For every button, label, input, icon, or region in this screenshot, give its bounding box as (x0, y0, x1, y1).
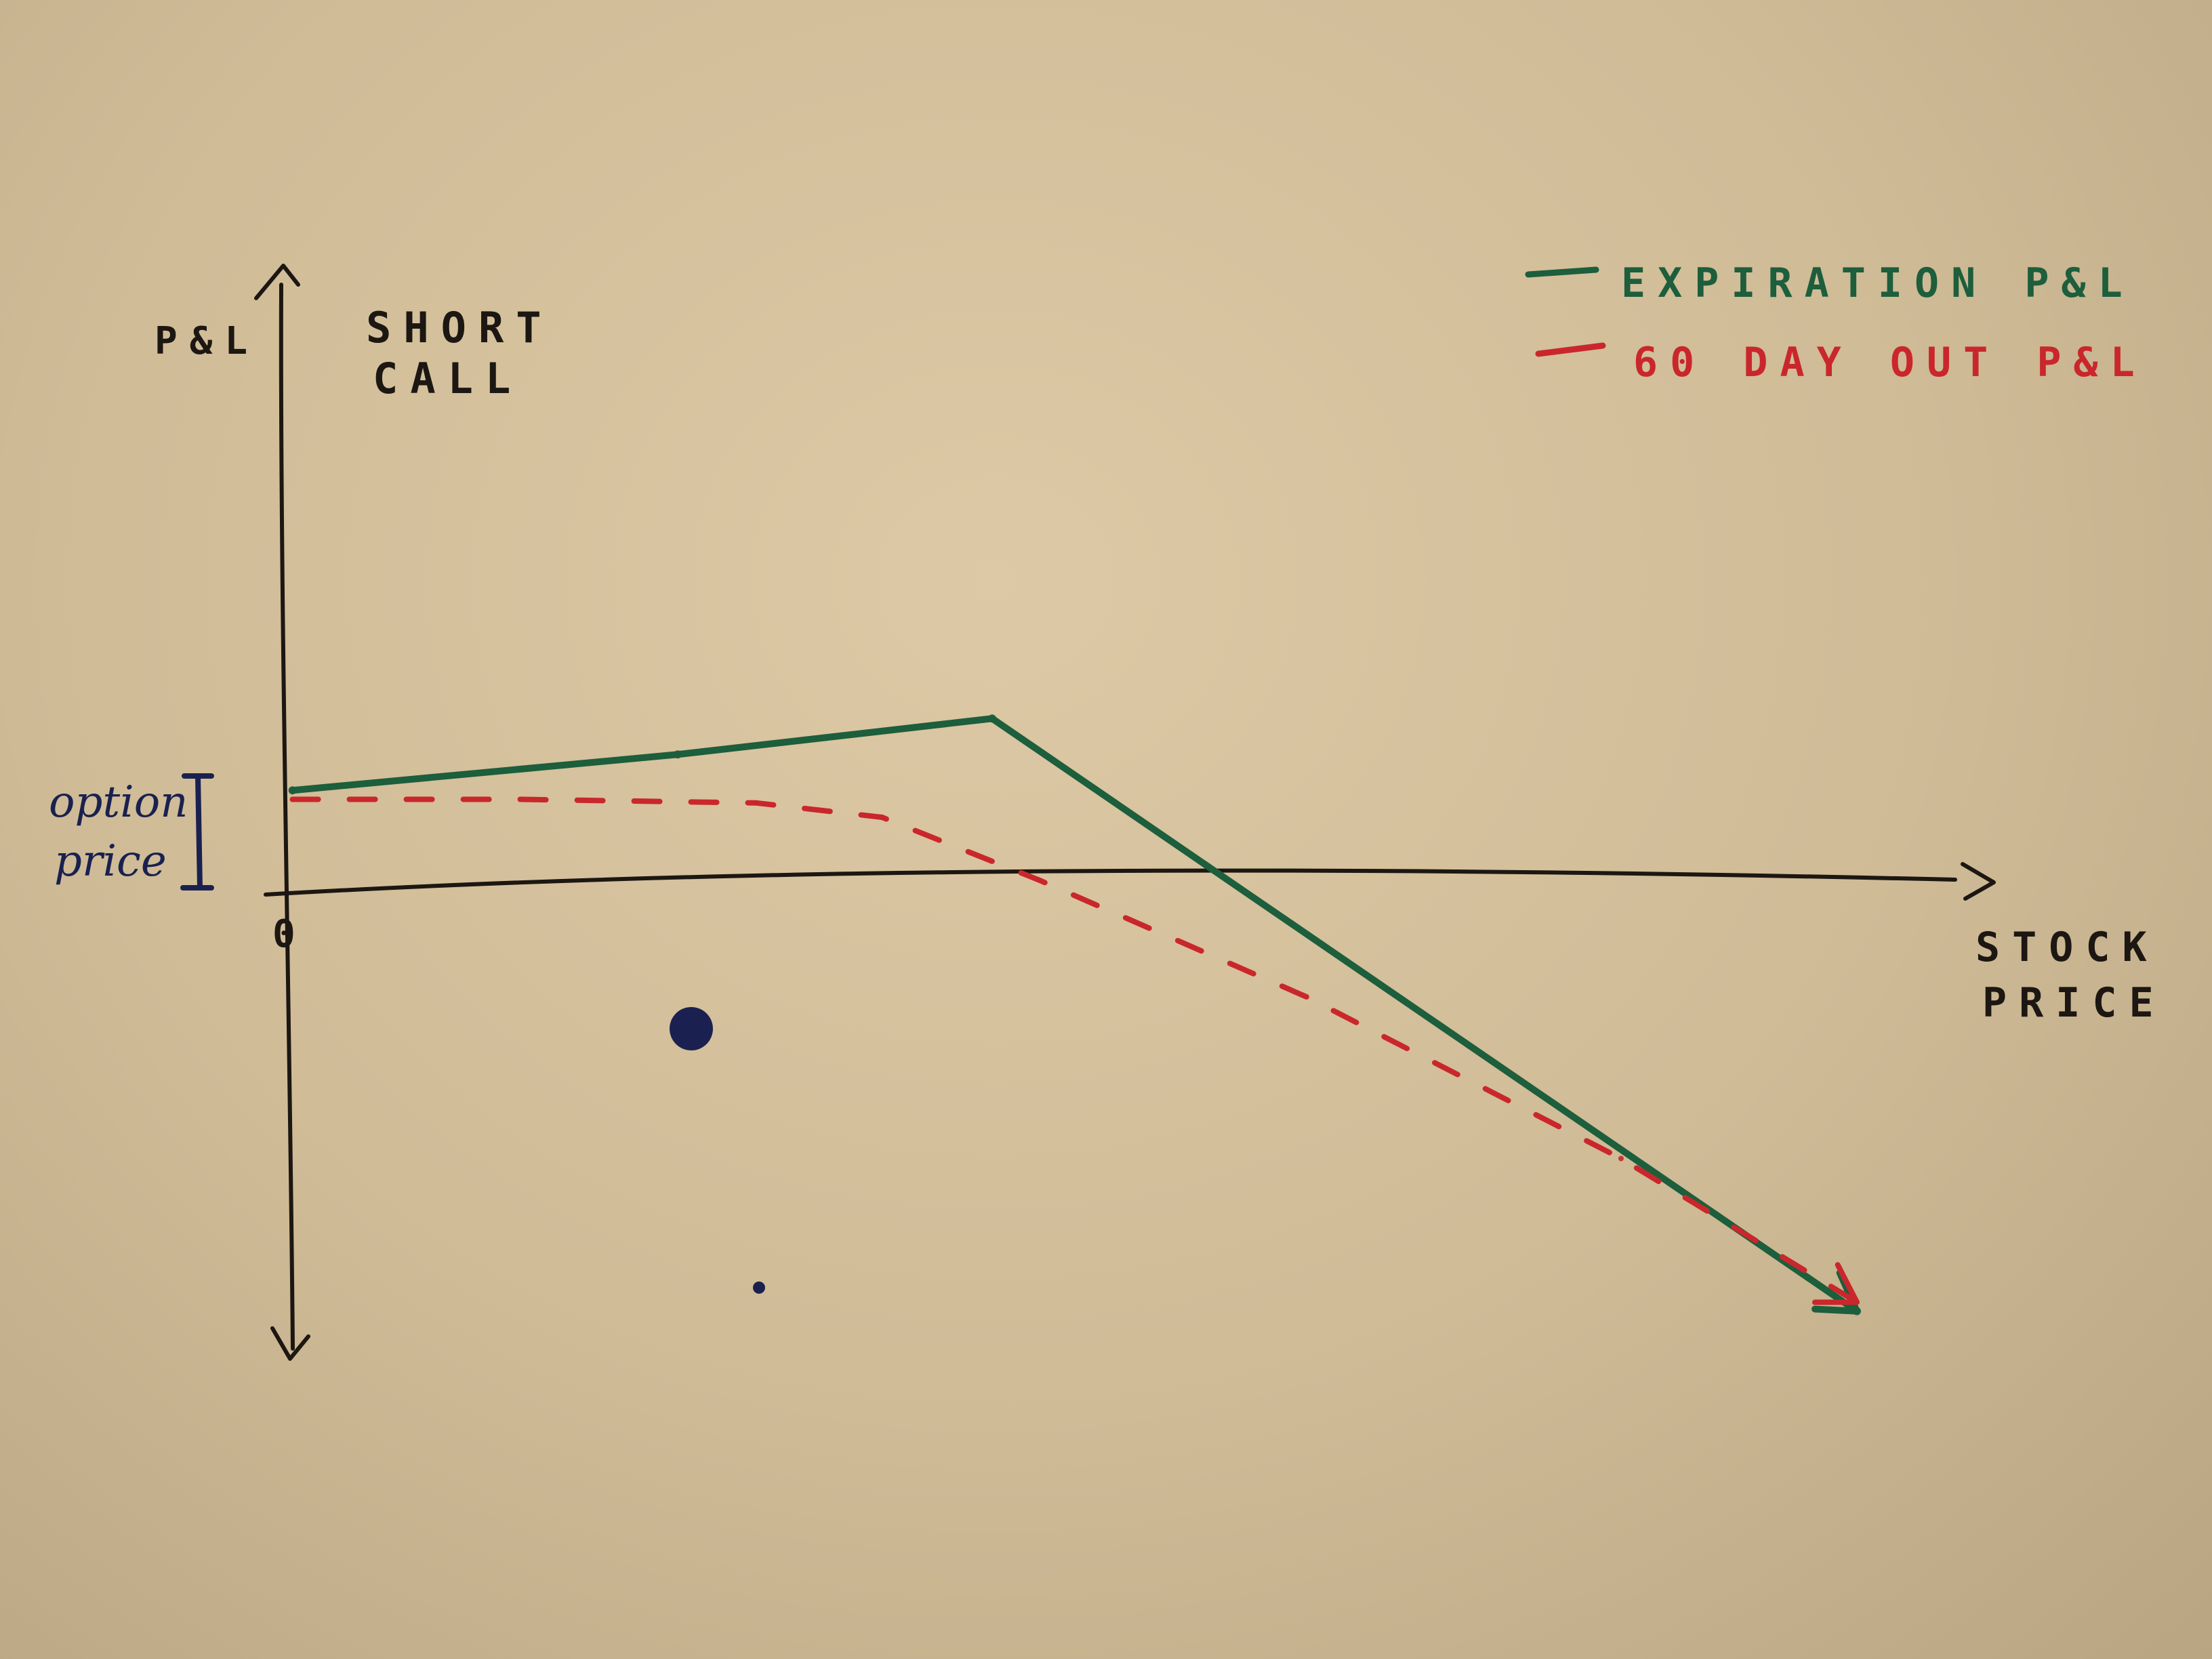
option-price-bracket (180, 773, 214, 890)
data-point-expiration-2 (988, 714, 996, 723)
y-axis-arrowhead-down (270, 1326, 310, 1361)
data-point-60-day-3 (879, 815, 885, 820)
data-point-60-day-5 (1304, 994, 1309, 1000)
legend-label-60-day: 60 DAY OUT P&L (1633, 339, 2147, 386)
series-arrowhead-60-day (1812, 1262, 1860, 1305)
data-point-expiration-1 (674, 750, 682, 759)
series-line-expiration (289, 715, 1860, 1315)
chart-title-line-1: SHORT (366, 303, 554, 352)
option-price-label-line-1: option (49, 777, 188, 827)
ink-spot-small (753, 1282, 765, 1294)
data-point-60-day-2 (754, 800, 759, 806)
origin-label: 0 (272, 912, 308, 956)
chart-title-line-2: CALL (373, 354, 523, 403)
option-price-annotation: option price (49, 773, 214, 890)
ink-spot-large (670, 1007, 713, 1050)
legend-swatch-60-day (1535, 342, 1606, 357)
x-axis (264, 868, 1957, 897)
y-axis-arrowhead-up (254, 264, 300, 300)
x-axis-arrowhead (1961, 862, 1996, 901)
legend-swatch-expiration (1525, 266, 1599, 278)
y-axis (279, 283, 295, 1351)
x-axis-label-line-1: STOCK (1975, 924, 2159, 971)
data-point-60-day-0 (289, 796, 295, 802)
axis-labels: P&L SHORT CALL STOCK PRICE 0 (155, 303, 2166, 1027)
ink-spots (670, 1007, 765, 1294)
data-point-60-day-4 (1036, 877, 1042, 883)
series-lines (288, 714, 1861, 1315)
option-price-label-line-2: price (54, 836, 167, 886)
legend-label-expiration: EXPIRATION P&L (1621, 260, 2135, 307)
data-point-60-day-1 (518, 796, 523, 802)
x-axis-label-line-2: PRICE (1982, 979, 2166, 1027)
axes (254, 264, 1996, 1361)
data-point-60-day-6 (1618, 1155, 1624, 1162)
data-point-expiration-0 (288, 786, 297, 795)
y-axis-label: P&L (155, 319, 260, 363)
legend: EXPIRATION P&L 60 DAY OUT P&L (1525, 260, 2147, 386)
